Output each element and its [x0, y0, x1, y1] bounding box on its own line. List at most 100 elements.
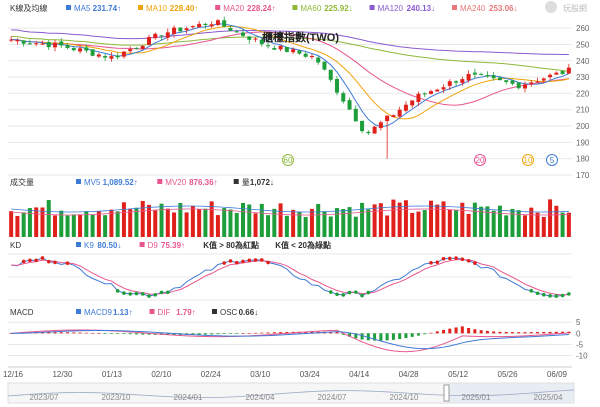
candle-body [96, 54, 101, 57]
candle-body [435, 89, 440, 92]
ma-bubble [282, 154, 294, 166]
osc-bar [134, 333, 138, 335]
candle-body [353, 108, 358, 122]
kd-low-dot [115, 289, 120, 293]
candle-body [466, 73, 471, 81]
legend-name: DIF [158, 308, 171, 317]
osc-bar [517, 332, 521, 334]
volume-bar [165, 208, 170, 237]
kd-high-dot [466, 259, 471, 263]
legend-name: MV5 [84, 178, 101, 187]
legend-name: OSC [220, 308, 238, 317]
ma-bubble-label: 20 [476, 156, 485, 165]
candle-body [53, 42, 57, 48]
osc-bar [485, 330, 489, 334]
candle-body [21, 40, 26, 44]
legend-swatch [212, 309, 217, 314]
volume-bar [284, 215, 289, 237]
legend-value: 231.74↑ [93, 4, 121, 13]
legend-value: 0.66↓ [239, 308, 259, 317]
candle-body [134, 47, 139, 49]
kd-low-dot [147, 294, 151, 298]
volume-bar [234, 212, 239, 237]
candle-body [71, 48, 76, 51]
price-y-tick: 210 [576, 106, 590, 115]
osc-bar [416, 333, 420, 336]
osc-bar [72, 332, 76, 334]
candle-body [529, 82, 534, 85]
candle-body [366, 131, 371, 134]
volume-panel-label: 成交量 [10, 177, 34, 187]
candle-body [27, 43, 32, 45]
volume-bar [366, 209, 371, 237]
kd-low-dot [341, 293, 346, 297]
candle-body [309, 55, 314, 58]
osc-bar [423, 333, 427, 335]
candle-body [523, 84, 527, 89]
kd-high-dot [21, 259, 26, 264]
osc-bar [166, 333, 170, 335]
candle-body [548, 74, 553, 78]
osc-bar [91, 332, 95, 334]
kd-low-dot [159, 290, 164, 295]
osc-bar [203, 333, 207, 335]
candle-body [46, 41, 51, 48]
navigator-label: 2024/07 [318, 393, 347, 402]
volume-bar [241, 202, 245, 237]
macd-y-tick: 5 [576, 318, 581, 327]
candle-body [416, 93, 421, 102]
volume-bar [429, 200, 433, 237]
kd-high-dot [222, 261, 226, 265]
kd-low-dot [153, 292, 158, 297]
kd-high-dot [228, 259, 233, 263]
volume-bar [497, 205, 502, 237]
volume-bar [491, 210, 496, 237]
kd-low-dot [166, 290, 170, 295]
kd-low-dot [542, 292, 546, 297]
osc-bar [103, 333, 107, 334]
osc-bar [9, 333, 13, 334]
volume-bar [115, 211, 120, 237]
candle-body [441, 87, 446, 90]
kd-low-dot [548, 294, 552, 298]
kd-high-dot [448, 256, 452, 261]
volume-bar [485, 206, 490, 237]
candle-body [378, 122, 383, 129]
candle-body [178, 27, 183, 32]
osc-bar [78, 332, 82, 334]
legend-swatch [452, 5, 457, 10]
volume-bar [360, 202, 365, 237]
volume-bar [172, 212, 177, 237]
volume-bar [309, 208, 314, 237]
chart-title: 櫃檯指數(TWO) [262, 30, 339, 44]
price-y-tick: 230 [576, 73, 590, 82]
legend-value: 228.24↑ [247, 4, 275, 13]
legend-name: MV20 [165, 178, 186, 187]
kd-low-dot [335, 292, 339, 297]
volume-bar [209, 201, 214, 237]
macd-y-tick: 0 [576, 329, 581, 338]
volume-bar [247, 204, 252, 237]
candle-body [172, 27, 177, 34]
osc-bar [141, 333, 145, 335]
legend-swatch [76, 179, 81, 184]
volume-bar [90, 214, 95, 237]
legend-value: 876.36↑ [189, 178, 217, 187]
kd-low-dot [366, 290, 371, 295]
candle-body [184, 28, 189, 31]
candle-body [429, 91, 433, 94]
osc-bar [567, 331, 571, 334]
price-panel-label: K線及均線 [10, 3, 47, 13]
volume-bar [416, 211, 421, 237]
volume-bar [510, 208, 515, 237]
kd-low-dot [529, 289, 534, 293]
candle-body [228, 28, 233, 31]
volume-bar [441, 201, 446, 237]
kd-high-dot [34, 258, 38, 263]
volume-bar [190, 205, 195, 237]
candle-body [485, 75, 490, 77]
osc-bar [97, 333, 101, 334]
volume-bar [535, 212, 540, 237]
osc-bar [279, 332, 283, 334]
osc-bar [329, 331, 333, 334]
